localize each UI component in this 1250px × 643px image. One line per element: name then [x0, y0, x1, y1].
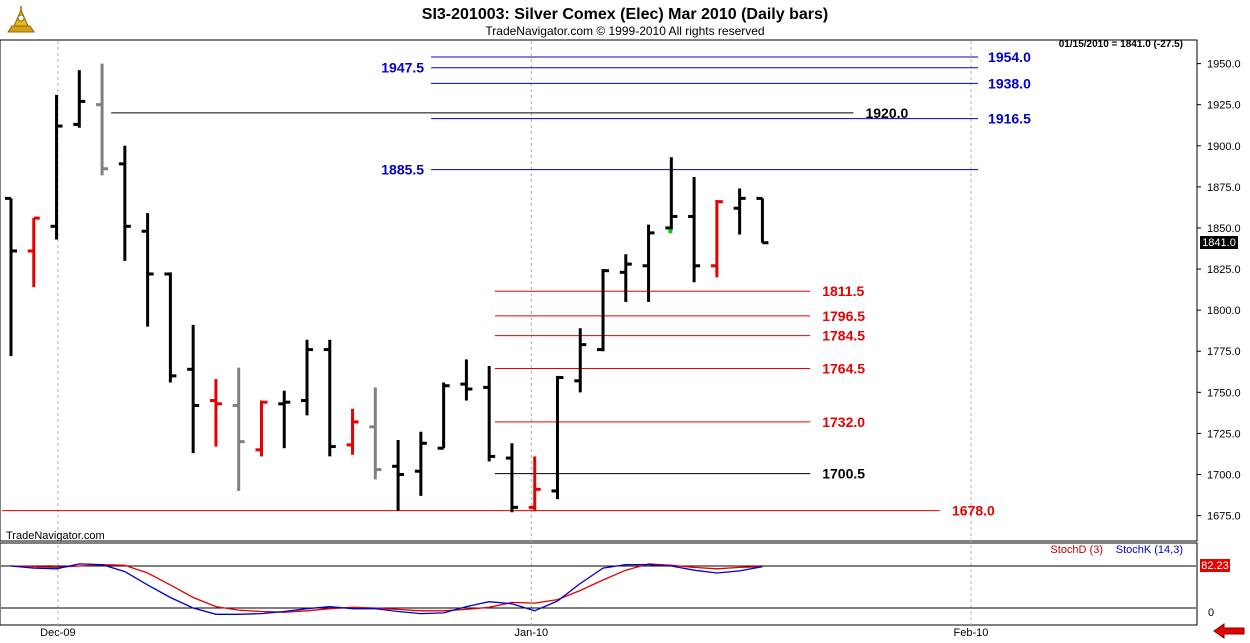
y-tick-label: 1750.0	[1207, 387, 1241, 399]
scroll-left-arrow-icon[interactable]	[1213, 623, 1245, 639]
price-levels: 1954.0 1947.5 1938.0 1920.0 1916.5 1885.5 1811…	[1, 49, 1031, 519]
legend-stoch-k: StochK (14,3)	[1116, 544, 1183, 556]
stoch-panel-frame	[0, 542, 1198, 626]
stoch-zero-label: 0	[1208, 607, 1214, 619]
copyright-text: TradeNavigator.com © 1999-2010 All right…	[485, 24, 764, 38]
y-tick-label: 1675.0	[1207, 511, 1241, 523]
stoch-value-label: 82.23	[1201, 560, 1229, 572]
ohlc-bar	[73, 70, 86, 128]
y-tick-label: 1800.0	[1207, 305, 1241, 317]
y-tick-label: 1875.0	[1207, 182, 1241, 194]
price-panel-frame	[0, 39, 1198, 542]
price-level-label: 1700.5	[822, 466, 865, 482]
price-level-label: 1885.5	[381, 162, 424, 178]
ohlc-bar	[232, 367, 245, 491]
ohlc-bar	[96, 63, 109, 176]
price-level-label: 1764.5	[822, 360, 865, 376]
price-axis: 1675.0 1700.0 1725.0 1750.0 1775.0 1800.0 1825…	[1197, 59, 1241, 523]
ohlc-bar	[118, 145, 131, 261]
ohlc-bar	[619, 254, 632, 302]
ohlc-bar	[665, 157, 678, 230]
y-tick-label: 1950.0	[1207, 59, 1241, 71]
ohlc-bar	[733, 188, 746, 235]
y-tick-label: 1725.0	[1207, 428, 1241, 440]
stochastic-panel	[1, 563, 1196, 615]
y-tick-label: 1825.0	[1207, 264, 1241, 276]
y-tick-label: 1700.0	[1207, 470, 1241, 482]
sextant-logo-icon	[7, 6, 35, 33]
ohlc-bar	[255, 400, 268, 457]
ohlc-bar	[710, 200, 723, 278]
ohlc-bar	[5, 196, 17, 357]
y-tick-label: 1775.0	[1207, 346, 1241, 358]
ohlc-bar	[369, 387, 382, 480]
last-price-tag	[1200, 236, 1238, 249]
ohlc-bar	[574, 328, 587, 393]
ohlc-bar	[209, 379, 222, 447]
price-level-label: 1938.0	[988, 75, 1031, 91]
y-tick-label: 1900.0	[1207, 141, 1241, 153]
ohlc-bar	[164, 272, 177, 383]
ohlc-bar	[642, 224, 655, 302]
last-price-label: 1841.0	[1202, 237, 1236, 249]
ohlc-bar	[460, 359, 473, 401]
price-level-label: 1784.5	[822, 328, 865, 344]
ohlc-bar	[27, 216, 40, 288]
price-level-label: 1954.0	[988, 49, 1031, 65]
ohlc-bar	[688, 177, 701, 283]
ohlc-bar	[346, 408, 359, 455]
chart-title: SI3-201003: Silver Comex (Elec) Mar 2010…	[422, 6, 828, 23]
price-level-label: 1678.0	[952, 503, 995, 519]
y-tick-label: 1850.0	[1207, 223, 1241, 235]
ohlc-bar	[483, 366, 496, 462]
price-level-label: 1732.0	[822, 414, 865, 430]
y-tick-label: 1925.0	[1207, 100, 1241, 112]
x-tick-label: Feb-10	[954, 627, 989, 639]
ohlc-bar	[551, 375, 564, 500]
ohlc-bar	[756, 196, 769, 245]
ohlc-bar	[323, 339, 336, 457]
price-level-label: 1916.5	[988, 111, 1031, 127]
price-level-label: 1811.5	[822, 283, 864, 299]
ohlc-bar	[187, 324, 200, 454]
price-bars	[5, 63, 769, 513]
ohlc-bar	[597, 269, 610, 352]
stoch-line-d	[10, 563, 763, 613]
ohlc-bar	[437, 382, 450, 450]
x-tick-label: Dec-09	[40, 627, 75, 639]
watermark: TradeNavigator.com	[6, 530, 105, 542]
ohlc-bar	[392, 439, 405, 511]
bar-marker	[668, 229, 673, 234]
last-bar-info: 01/15/2010 = 1841.0 (-27.5)	[1059, 39, 1183, 50]
x-tick-label: Jan-10	[514, 627, 548, 639]
date-axis: Dec-09 Jan-10 Feb-10	[40, 627, 988, 639]
stoch-line-k	[10, 563, 763, 615]
price-level-label: 1920.0	[865, 105, 908, 121]
price-level-label: 1947.5	[381, 60, 424, 76]
ohlc-bar	[141, 213, 154, 327]
ohlc-bar	[301, 339, 314, 416]
ohlc-bar	[278, 390, 291, 449]
ohlc-bar	[505, 443, 518, 513]
ohlc-bar	[528, 456, 541, 511]
price-level-label: 1796.5	[822, 308, 865, 324]
ohlc-bar	[414, 431, 427, 496]
legend-stoch-d: StochD (3)	[1050, 544, 1103, 556]
stoch-value-tag	[1200, 559, 1230, 572]
ohlc-bar	[50, 94, 63, 240]
